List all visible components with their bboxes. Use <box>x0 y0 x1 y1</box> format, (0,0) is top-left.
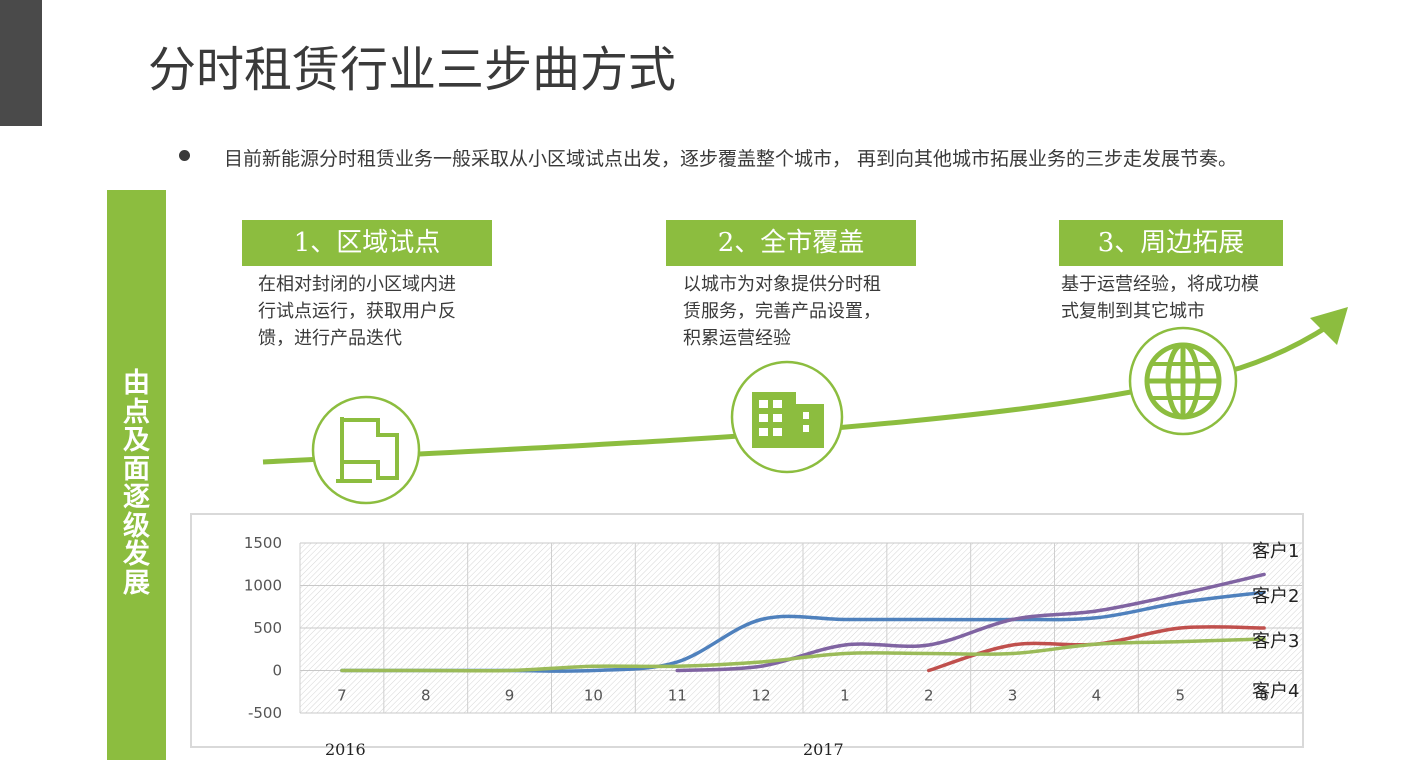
step-1-desc-line: 在相对封闭的小区域内进 <box>258 274 456 295</box>
series-line-2 <box>675 572 1266 673</box>
step-3-desc: 基于运营经验，将成功模 式复制到其它城市 <box>1061 271 1291 325</box>
corner-decoration <box>0 0 42 126</box>
side-label-char: 点 <box>123 396 150 428</box>
x-tick-label: 9 <box>505 687 515 705</box>
side-label-char: 面 <box>123 453 150 485</box>
x-tick-label: 6 <box>1259 687 1269 705</box>
side-label-char: 逐 <box>123 482 150 513</box>
step-2-desc-line: 积累运营经验 <box>683 328 791 349</box>
step-1-label: 1、区域试点 <box>242 220 492 266</box>
series-label-2: 客户2 <box>1252 586 1299 607</box>
building-icon <box>730 360 844 474</box>
y-tick-label: -500 <box>248 704 282 722</box>
series-label-4: 客户4 <box>1252 681 1299 702</box>
arrow-head <box>1310 307 1348 345</box>
side-label-char: 由 <box>123 368 150 399</box>
step-3-label: 3、周边拓展 <box>1059 220 1283 266</box>
step-3-desc-line: 基于运营经验，将成功模 <box>1061 274 1259 295</box>
x-tick-label: 3 <box>1008 687 1018 705</box>
x-tick-label: 10 <box>584 687 603 705</box>
step-1-desc-line: 行试点运行，获取用户反 <box>258 301 456 322</box>
growth-arrow-line <box>262 322 1332 465</box>
y-tick-label: 1000 <box>244 577 282 595</box>
step-2-desc: 以城市为对象提供分时租 赁服务，完善产品设置， 积累运营经验 <box>683 271 913 352</box>
x-tick-label: 5 <box>1175 687 1185 705</box>
step-2-desc-line: 以城市为对象提供分时租 <box>683 274 881 295</box>
chart-container: -500 0 500 1000 1500 7 8 9 10 11 12 1 2 3 4 5 6 客户1 客户2 客… <box>190 513 1304 748</box>
bullet-text: 目前新能源分时租赁业务一般采取从小区域试点出发，逐步覆盖整个城市， 再到向其他城… <box>224 148 1238 170</box>
x-tick-label: 7 <box>337 687 347 705</box>
side-label-char: 级 <box>123 510 150 542</box>
x-tick-label: 1 <box>840 687 850 705</box>
bullet-icon <box>179 150 190 161</box>
x-tick-label: 12 <box>752 687 771 705</box>
step-2-desc-line: 赁服务，完善产品设置， <box>683 301 881 322</box>
y-tick-label: 1500 <box>244 534 282 552</box>
series-label-1: 客户1 <box>1252 541 1299 562</box>
x-tick-label: 2 <box>924 687 934 705</box>
page-title: 分时租赁行业三步曲方式 <box>148 42 677 98</box>
step-1-desc-line: 馈，进行产品迭代 <box>258 328 402 349</box>
side-bar <box>107 190 166 760</box>
y-tick-label: 0 <box>272 662 282 680</box>
side-label-char: 展 <box>123 567 150 599</box>
x-tick-label: 11 <box>668 687 687 705</box>
y-tick-label: 500 <box>253 619 282 637</box>
side-label-char: 发 <box>123 539 150 570</box>
side-label-char: 及 <box>123 425 150 456</box>
x-tick-label: 8 <box>421 687 431 705</box>
x-tick-label: 4 <box>1092 687 1102 705</box>
side-label: 由 点 及 面 逐 级 发 展 <box>107 368 166 599</box>
step-1-desc: 在相对封闭的小区域内进 行试点运行，获取用户反 馈，进行产品迭代 <box>258 271 488 352</box>
year-label-2017: 2017 <box>803 740 844 759</box>
flag-icon <box>311 395 421 505</box>
series-line-4 <box>340 637 1266 673</box>
step-3-desc-line: 式复制到其它城市 <box>1061 301 1205 322</box>
year-label-2016: 2016 <box>325 740 366 759</box>
series-label-3: 客户3 <box>1252 631 1299 652</box>
step-2-label: 2、全市覆盖 <box>666 220 916 266</box>
globe-icon <box>1128 326 1238 436</box>
